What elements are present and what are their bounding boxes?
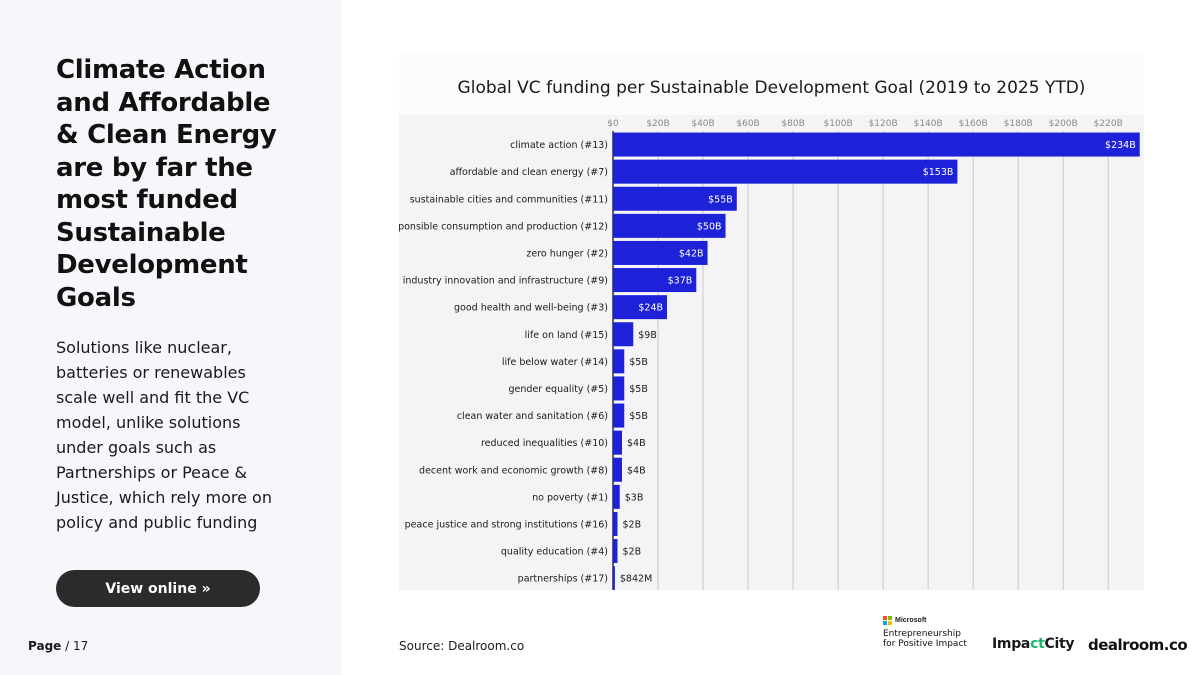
category-label: good health and well-being (#3) [454, 303, 608, 314]
page-number: / 17 [65, 639, 89, 653]
page-label: Page [28, 639, 62, 653]
category-label: sustainable cities and communities (#11) [410, 194, 608, 205]
value-label: $5B [629, 411, 648, 422]
category-label: affordable and clean energy (#7) [450, 167, 608, 178]
view-online-button[interactable]: View online » [56, 570, 260, 607]
microsoft-wordmark: Microsoft [895, 617, 927, 624]
x-tick-label: $220B [1094, 119, 1123, 129]
bar [613, 349, 625, 374]
value-label: $2B [623, 519, 642, 530]
bar [613, 186, 737, 211]
chart-container: Global VC funding per Sustainable Develo… [399, 54, 1144, 590]
category-label: life below water (#14) [502, 357, 608, 368]
plot-background [399, 115, 1144, 590]
bar [613, 295, 668, 320]
bar-layer [613, 132, 1140, 590]
x-tick-label: $0 [607, 119, 619, 129]
page-title: Climate Action and Affordable & Clean En… [56, 55, 277, 313]
value-label: $4B [627, 438, 646, 449]
value-label: $24B [638, 303, 663, 314]
bar [613, 268, 697, 293]
category-label: zero hunger (#2) [526, 248, 608, 259]
page-indicator: Page / 17 [28, 639, 88, 653]
bar [613, 159, 958, 184]
category-label: industry innovation and infrastructure (… [403, 276, 608, 287]
x-tick-label: $160B [959, 119, 988, 129]
bar [613, 403, 625, 428]
chart-title: Global VC funding per Sustainable Develo… [457, 78, 1086, 98]
windows-icon [883, 616, 892, 625]
category-label: reduced inequalities (#10) [481, 438, 608, 449]
category-label: responsible consumption and production (… [399, 221, 608, 232]
bar [613, 511, 618, 536]
category-label: peace justice and strong institutions (#… [405, 519, 608, 530]
value-label: $55B [708, 194, 733, 205]
bar [613, 240, 708, 265]
category-label: quality education (#4) [501, 547, 608, 558]
impactcity-logo-part: Impa [992, 636, 1031, 652]
microsoft-logo-line-1: Entrepreneurship [883, 629, 961, 639]
bar [613, 376, 625, 401]
microsoft-logo-line-2: for Positive Impact [883, 639, 967, 649]
impactcity-logo-part: City [1044, 636, 1075, 652]
category-label: life on land (#15) [525, 330, 608, 341]
x-tick-label: $200B [1049, 119, 1078, 129]
value-label: $9B [638, 330, 657, 341]
x-tick-label: $20B [646, 119, 669, 129]
microsoft-logo: Microsoft Entrepreneurship for Positive … [883, 616, 973, 649]
source-note: Source: Dealroom.co [399, 639, 525, 653]
category-label: gender equality (#5) [509, 384, 608, 395]
bar [613, 484, 620, 509]
value-label: $3B [625, 492, 644, 503]
value-label: $153B [923, 167, 954, 178]
dealroom-logo: dealroom.co [1088, 636, 1188, 654]
bar [613, 566, 615, 590]
x-tick-label: $60B [736, 119, 759, 129]
x-tick-label: $140B [914, 119, 943, 129]
value-label: $234B [1105, 140, 1136, 151]
x-tick-label: $180B [1004, 119, 1033, 129]
bar [613, 430, 623, 455]
category-label: partnerships (#17) [518, 574, 608, 585]
x-tick-label: $120B [869, 119, 898, 129]
x-tick-label: $80B [781, 119, 804, 129]
bar [613, 539, 618, 564]
value-label: $5B [629, 384, 648, 395]
summary-text: Solutions like nuclear, batteries or ren… [56, 338, 272, 532]
category-label: clean water and sanitation (#6) [457, 411, 608, 422]
bar [613, 213, 726, 238]
bar [613, 132, 1140, 157]
value-label: $5B [629, 357, 648, 368]
value-label: $37B [668, 276, 693, 287]
bar [613, 457, 623, 482]
bar [613, 322, 634, 347]
value-label: $842M [620, 574, 652, 585]
category-label: climate action (#13) [510, 140, 608, 151]
x-tick-label: $40B [691, 119, 714, 129]
value-label: $42B [679, 248, 704, 259]
x-tick-label: $100B [824, 119, 853, 129]
category-label: no poverty (#1) [532, 492, 608, 503]
label-layer: $0 $20B $40B $60B $80B $100B $120B $140B $160B $1… [399, 119, 1136, 585]
impactcity-logo: ImpactCity [992, 636, 1074, 652]
impactcity-logo-accent: ct [1030, 636, 1045, 652]
left-panel: Climate Action and Affordable & Clean En… [0, 0, 342, 675]
value-label: $4B [627, 465, 646, 476]
bar-chart: $0 $20B $40B $60B $80B $100B $120B $140B $160B $1… [399, 115, 1144, 590]
value-label: $2B [623, 547, 642, 558]
value-label: $50B [697, 221, 722, 232]
category-label: decent work and economic growth (#8) [419, 465, 608, 476]
